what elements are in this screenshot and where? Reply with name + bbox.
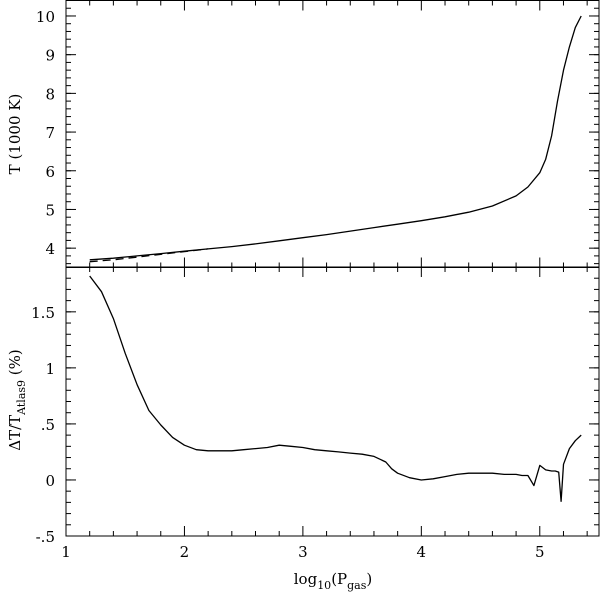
y-tick-label: 8 bbox=[45, 85, 55, 103]
x-tick-label: 2 bbox=[180, 543, 190, 561]
x-tick-label: 1 bbox=[61, 543, 71, 561]
y-tick-label: 4 bbox=[45, 240, 55, 258]
y-tick-label: 7 bbox=[45, 124, 55, 142]
y-tick-label: 1 bbox=[45, 360, 55, 378]
bottom-panel-ticks: -.5 0 .5 1 1.5 1 2 3 4 5 bbox=[31, 266, 599, 561]
x-tick-label: 4 bbox=[417, 543, 427, 561]
x-tick-label: 3 bbox=[298, 543, 308, 561]
series-line-dashed bbox=[89, 248, 209, 263]
y-tick-label: 0 bbox=[45, 472, 55, 490]
y-tick-label: .5 bbox=[41, 416, 55, 434]
bottom-panel-ylabel: ΔT/TAtlas9 (%) bbox=[6, 349, 28, 451]
y-tick-label: -.5 bbox=[36, 528, 55, 546]
top-panel-ylabel: T (1000 K) bbox=[6, 94, 24, 175]
xlabel: log10(Pgas) bbox=[294, 570, 373, 592]
y-tick-label: 5 bbox=[45, 201, 55, 219]
series-line-solid bbox=[89, 15, 582, 261]
y-tick-label: 6 bbox=[45, 163, 55, 181]
bottom-panel-series bbox=[89, 275, 582, 502]
top-panel-frame bbox=[65, 0, 600, 268]
bottom-panel-frame bbox=[65, 266, 600, 537]
x-tick-label: 5 bbox=[535, 543, 545, 561]
y-tick-label: 9 bbox=[45, 47, 55, 65]
top-panel-ticks: 4 5 6 7 8 9 10 bbox=[36, 0, 599, 268]
series-line-solid bbox=[89, 275, 582, 502]
top-panel-series bbox=[89, 15, 582, 263]
y-tick-label: 10 bbox=[36, 8, 55, 26]
y-tick-label: 1.5 bbox=[31, 304, 55, 322]
